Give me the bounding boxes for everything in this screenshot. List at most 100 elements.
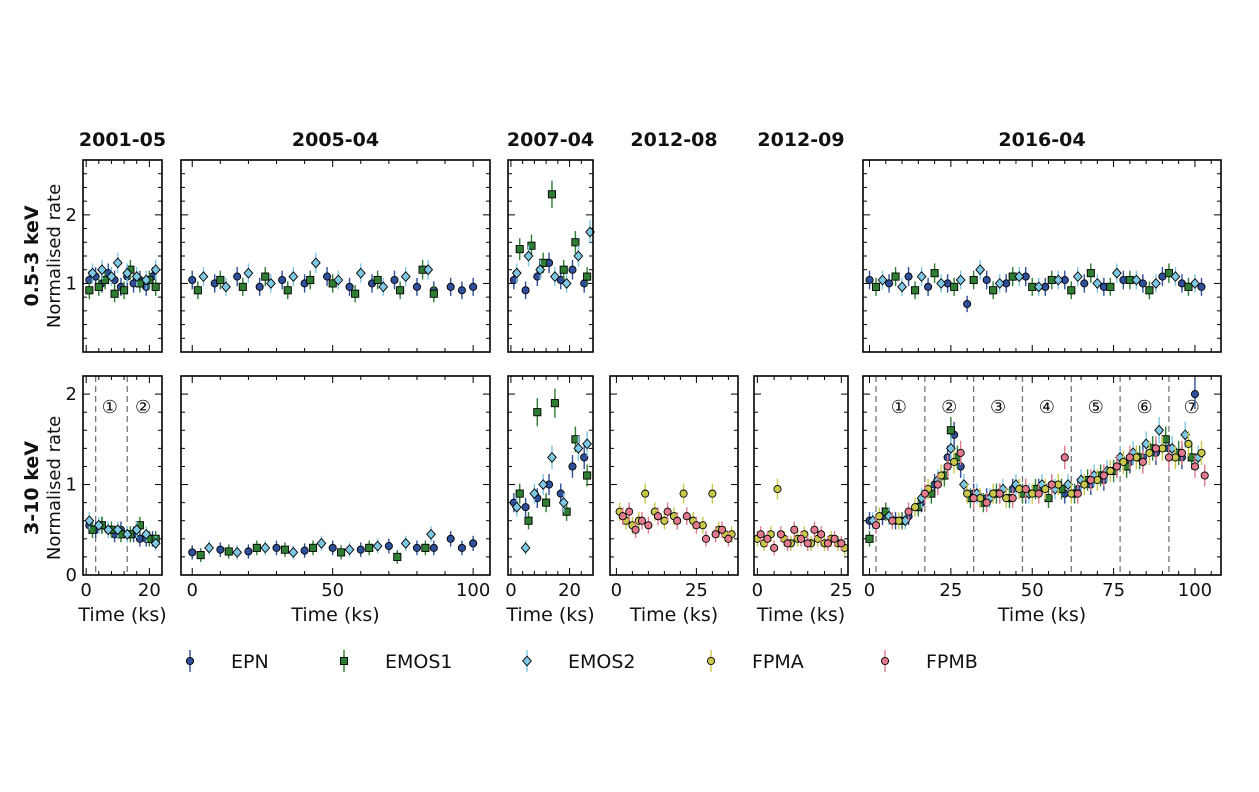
data-point-FPMB <box>956 448 965 457</box>
panel-2012-09-hard: 0 25 Time (ks) <box>752 375 853 626</box>
data-point-FPMB <box>776 530 785 539</box>
data-point-EMOS2 <box>1053 274 1064 286</box>
data-point-FPMB <box>982 498 991 507</box>
data-point-EPN <box>328 543 337 552</box>
panel-2007-04-hard: 0 20 Time (ks) <box>505 375 595 626</box>
data-point-EMOS2 <box>288 271 299 283</box>
data-point-EMOS2 <box>131 524 142 536</box>
legend-label-EPN: EPN <box>231 651 269 673</box>
data-point-FPMB <box>1086 475 1095 485</box>
data-point-EMOS1 <box>88 525 97 534</box>
data-point-EMOS2 <box>1131 274 1142 286</box>
data-point-EPN <box>272 543 281 552</box>
data-point-EPN <box>278 275 287 285</box>
x-tick-label: 100 <box>1178 580 1212 601</box>
data-point-EMOS2 <box>122 267 133 279</box>
data-point-EMOS1 <box>583 471 592 480</box>
data-point-EMOS2 <box>994 277 1005 289</box>
data-point-EMOS1 <box>1067 286 1076 295</box>
x-tick-label: 100 <box>456 580 490 601</box>
panel-title-2007-04: 2007-04 <box>507 129 594 151</box>
data-point-EPN <box>568 265 577 274</box>
segment-label: ① <box>102 397 118 418</box>
data-point-EPN <box>568 462 577 471</box>
data-point-EMOS2 <box>1190 277 1200 289</box>
data-point-EMOS2 <box>400 537 411 549</box>
data-point-FPMB <box>837 539 846 548</box>
x-tick-label: 20 <box>558 580 581 601</box>
data-point-FPMB <box>969 494 978 503</box>
legend-marker-EPN <box>185 656 195 666</box>
data-point-EMOS2 <box>103 524 114 536</box>
data-point-FPMA <box>679 489 688 498</box>
data-point-EPN <box>457 286 466 295</box>
panel-title-2005-04: 2005-04 <box>292 129 379 151</box>
panel-frame <box>507 159 594 353</box>
data-point-EMOS2 <box>1063 479 1073 491</box>
data-point-EMOS2 <box>378 281 389 293</box>
data-point-FPMA <box>773 485 782 494</box>
data-point-EMOS1 <box>351 289 360 298</box>
legend-label-EMOS2: EMOS2 <box>568 651 636 673</box>
data-point-FPMB <box>1034 489 1043 498</box>
data-point-FPMB <box>904 507 913 516</box>
legend-item-EPN: EPN <box>185 650 269 673</box>
x-tick-label: 75 <box>1102 580 1125 601</box>
data-point-EPN <box>412 543 422 552</box>
x-axis-label: Time (ks) <box>290 604 379 626</box>
data-point-EMOS1 <box>559 265 568 274</box>
panel-frame <box>753 375 849 576</box>
data-point-EMOS2 <box>573 250 584 262</box>
data-point-EPN <box>244 547 253 556</box>
legend-marker-FPMA <box>706 656 716 666</box>
x-tick-label: 20 <box>138 580 161 601</box>
data-point-EMOS2 <box>535 264 546 276</box>
panel-title-2012-09: 2012-09 <box>757 129 844 151</box>
data-point-FPMB <box>796 534 806 543</box>
data-point-FPMB <box>701 534 711 543</box>
data-point-FPMB <box>803 539 812 548</box>
data-point-EMOS1 <box>950 282 959 291</box>
x-tick-label: 25 <box>685 580 708 601</box>
data-point-FPMA <box>641 489 650 498</box>
data-point-EMOS2 <box>955 274 966 286</box>
data-point-EMOS2 <box>97 264 107 276</box>
data-point-FPMB <box>1060 453 1069 462</box>
data-point-FPMB <box>933 480 942 489</box>
data-point-EMOS1 <box>542 498 551 507</box>
x-tick-label: 50 <box>321 580 344 601</box>
data-point-EMOS2 <box>877 274 888 286</box>
panel-2005-04-hard: 0 50 100 Time (ks) <box>180 375 491 626</box>
data-point-FPMA <box>708 489 717 498</box>
data-point-EMOS1 <box>373 275 382 285</box>
x-tick-label: 0 <box>505 580 516 601</box>
data-point-EMOS2 <box>131 271 142 283</box>
data-point-EMOS2 <box>265 277 276 289</box>
data-point-EMOS2 <box>232 546 243 558</box>
data-point-FPMB <box>1047 480 1056 489</box>
data-point-EPN <box>580 453 589 462</box>
x-tick-label: 50 <box>1021 580 1044 601</box>
x-tick-label: 0 <box>864 580 875 601</box>
data-point-EPN <box>356 545 365 554</box>
data-point-EMOS1 <box>429 289 438 298</box>
data-point-EMOS2 <box>122 528 133 540</box>
x-tick-label: 0 <box>80 580 91 601</box>
panel-title-2012-08: 2012-08 <box>630 129 717 151</box>
y-tick-label: 0 <box>66 565 77 586</box>
data-point-EMOS2 <box>243 267 254 279</box>
data-point-EMOS2 <box>936 277 947 289</box>
panel-2012-08-hard: 0 25 Time (ks) <box>609 375 739 626</box>
data-point-EMOS1 <box>224 547 233 556</box>
data-point-FPMB <box>1112 462 1121 471</box>
panel-frame <box>180 375 491 576</box>
data-point-EMOS1 <box>421 543 430 552</box>
segment-label: ② <box>941 397 957 418</box>
data-point-EMOS2 <box>945 442 956 454</box>
x-tick-label: 0 <box>187 580 198 601</box>
row-label-soft-band: 0.5-3 keV <box>21 205 43 306</box>
data-point-EMOS2 <box>1092 277 1103 289</box>
data-point-EMOS1 <box>1086 269 1095 278</box>
